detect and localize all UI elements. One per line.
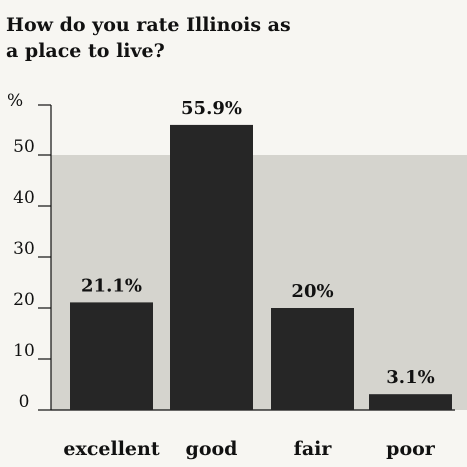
data-label-good: 55.9% [181,98,242,119]
y-tick-label-10: 10 [13,341,35,361]
y-tick-label-20: 20 [13,290,35,310]
bar-good [170,124,253,410]
category-label-excellent: excellent [63,438,159,460]
y-axis-unit-label: % [7,91,23,111]
bar-poor [369,394,452,410]
chart-title: How do you rate Illinois as a place to l… [6,14,291,62]
category-label-fair: fair [294,438,333,460]
y-tick-label-30: 30 [13,239,35,259]
category-label-good: good [186,438,238,460]
bar-fair [271,308,354,410]
data-label-poor: 3.1% [386,367,434,388]
data-label-excellent: 21.1% [81,275,142,296]
y-tick-label-0: 0 [19,392,30,412]
y-tick-label-50: 50 [13,137,35,157]
data-label-fair: 20% [291,281,333,302]
y-tick-label-40: 40 [13,188,35,208]
category-label-poor: poor [386,438,436,460]
bar-excellent [70,302,153,410]
